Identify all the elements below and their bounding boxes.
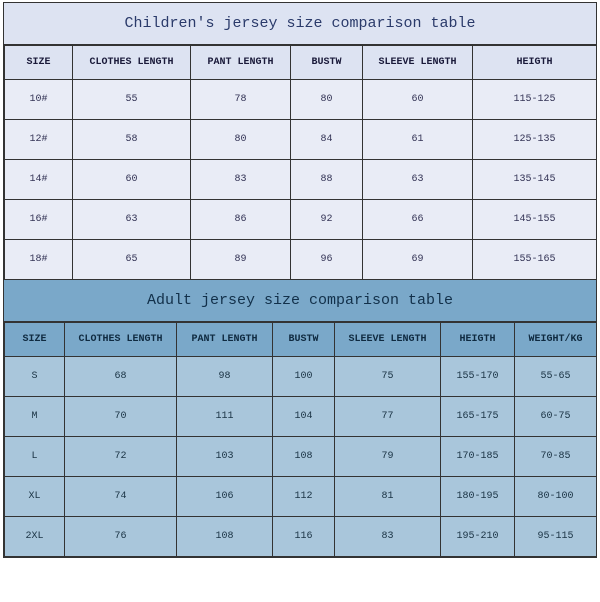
cell-height: 195-210: [441, 517, 515, 557]
cell-weight: 60-75: [515, 397, 597, 437]
col-pant-length: PANT LENGTH: [191, 46, 291, 80]
cell-sleeve-length: 60: [363, 80, 473, 120]
table-row: 14# 60 83 88 63 135-145: [5, 160, 597, 200]
table-row: 2XL 76 108 116 83 195-210 95-115: [5, 517, 597, 557]
table-row: 16# 63 86 92 66 145-155: [5, 200, 597, 240]
cell-pant-length: 111: [177, 397, 273, 437]
col-pant-length: PANT LENGTH: [177, 323, 273, 357]
cell-size: S: [5, 357, 65, 397]
cell-size: 18#: [5, 240, 73, 280]
table-row: 18# 65 89 96 69 155-165: [5, 240, 597, 280]
cell-size: 10#: [5, 80, 73, 120]
children-header-row: SIZE CLOTHES LENGTH PANT LENGTH BUSTW SL…: [5, 46, 597, 80]
children-table-section: Children's jersey size comparison table …: [4, 3, 596, 280]
col-height: HEIGTH: [473, 46, 597, 80]
cell-bust: 92: [291, 200, 363, 240]
cell-clothes-length: 72: [65, 437, 177, 477]
cell-weight: 55-65: [515, 357, 597, 397]
cell-size: 2XL: [5, 517, 65, 557]
cell-clothes-length: 70: [65, 397, 177, 437]
table-row: 12# 58 80 84 61 125-135: [5, 120, 597, 160]
cell-height: 155-165: [473, 240, 597, 280]
children-table: SIZE CLOTHES LENGTH PANT LENGTH BUSTW SL…: [4, 45, 597, 280]
cell-size: 16#: [5, 200, 73, 240]
col-sleeve-length: SLEEVE LENGTH: [363, 46, 473, 80]
cell-weight: 80-100: [515, 477, 597, 517]
cell-clothes-length: 65: [73, 240, 191, 280]
table-row: M 70 111 104 77 165-175 60-75: [5, 397, 597, 437]
adult-tbody: S 68 98 100 75 155-170 55-65 M 70 111 10…: [5, 357, 597, 557]
col-height: HEIGTH: [441, 323, 515, 357]
col-size: SIZE: [5, 323, 65, 357]
cell-pant-length: 106: [177, 477, 273, 517]
cell-size: M: [5, 397, 65, 437]
cell-size: L: [5, 437, 65, 477]
cell-bust: 100: [273, 357, 335, 397]
cell-pant-length: 98: [177, 357, 273, 397]
cell-size: 14#: [5, 160, 73, 200]
table-row: L 72 103 108 79 170-185 70-85: [5, 437, 597, 477]
table-row: S 68 98 100 75 155-170 55-65: [5, 357, 597, 397]
cell-height: 170-185: [441, 437, 515, 477]
cell-height: 135-145: [473, 160, 597, 200]
cell-sleeve-length: 77: [335, 397, 441, 437]
cell-height: 155-170: [441, 357, 515, 397]
cell-sleeve-length: 69: [363, 240, 473, 280]
cell-height: 115-125: [473, 80, 597, 120]
cell-pant-length: 80: [191, 120, 291, 160]
children-title: Children's jersey size comparison table: [4, 3, 596, 45]
cell-bust: 80: [291, 80, 363, 120]
col-weight: WEIGHT/KG: [515, 323, 597, 357]
cell-bust: 116: [273, 517, 335, 557]
cell-clothes-length: 60: [73, 160, 191, 200]
cell-weight: 95-115: [515, 517, 597, 557]
cell-sleeve-length: 81: [335, 477, 441, 517]
cell-height: 125-135: [473, 120, 597, 160]
cell-height: 180-195: [441, 477, 515, 517]
cell-weight: 70-85: [515, 437, 597, 477]
table-row: XL 74 106 112 81 180-195 80-100: [5, 477, 597, 517]
col-sleeve-length: SLEEVE LENGTH: [335, 323, 441, 357]
cell-size: 12#: [5, 120, 73, 160]
cell-bust: 96: [291, 240, 363, 280]
cell-clothes-length: 76: [65, 517, 177, 557]
cell-bust: 112: [273, 477, 335, 517]
cell-sleeve-length: 66: [363, 200, 473, 240]
cell-clothes-length: 68: [65, 357, 177, 397]
table-row: 10# 55 78 80 60 115-125: [5, 80, 597, 120]
cell-pant-length: 89: [191, 240, 291, 280]
size-chart-container: Children's jersey size comparison table …: [3, 2, 597, 558]
col-size: SIZE: [5, 46, 73, 80]
col-bust: BUSTW: [291, 46, 363, 80]
cell-clothes-length: 63: [73, 200, 191, 240]
cell-sleeve-length: 63: [363, 160, 473, 200]
cell-bust: 84: [291, 120, 363, 160]
col-clothes-length: CLOTHES LENGTH: [73, 46, 191, 80]
adult-table: SIZE CLOTHES LENGTH PANT LENGTH BUSTW SL…: [4, 322, 597, 557]
adult-table-section: Adult jersey size comparison table SIZE …: [4, 280, 596, 557]
cell-bust: 104: [273, 397, 335, 437]
children-tbody: 10# 55 78 80 60 115-125 12# 58 80 84 61 …: [5, 80, 597, 280]
adult-title: Adult jersey size comparison table: [4, 280, 596, 322]
col-clothes-length: CLOTHES LENGTH: [65, 323, 177, 357]
cell-size: XL: [5, 477, 65, 517]
cell-pant-length: 103: [177, 437, 273, 477]
cell-clothes-length: 74: [65, 477, 177, 517]
cell-clothes-length: 55: [73, 80, 191, 120]
cell-bust: 108: [273, 437, 335, 477]
cell-height: 145-155: [473, 200, 597, 240]
cell-sleeve-length: 75: [335, 357, 441, 397]
cell-sleeve-length: 61: [363, 120, 473, 160]
cell-pant-length: 108: [177, 517, 273, 557]
col-bust: BUSTW: [273, 323, 335, 357]
cell-height: 165-175: [441, 397, 515, 437]
cell-pant-length: 83: [191, 160, 291, 200]
cell-pant-length: 78: [191, 80, 291, 120]
cell-sleeve-length: 83: [335, 517, 441, 557]
adult-header-row: SIZE CLOTHES LENGTH PANT LENGTH BUSTW SL…: [5, 323, 597, 357]
cell-clothes-length: 58: [73, 120, 191, 160]
cell-bust: 88: [291, 160, 363, 200]
cell-pant-length: 86: [191, 200, 291, 240]
cell-sleeve-length: 79: [335, 437, 441, 477]
